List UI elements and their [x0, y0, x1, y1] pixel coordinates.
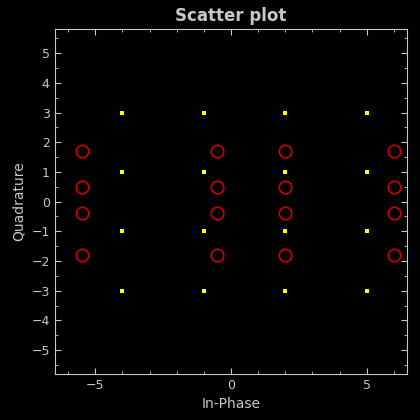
- Title: Scatter plot: Scatter plot: [175, 7, 287, 25]
- Y-axis label: Quadrature: Quadrature: [12, 162, 26, 242]
- X-axis label: In-Phase: In-Phase: [202, 397, 260, 411]
